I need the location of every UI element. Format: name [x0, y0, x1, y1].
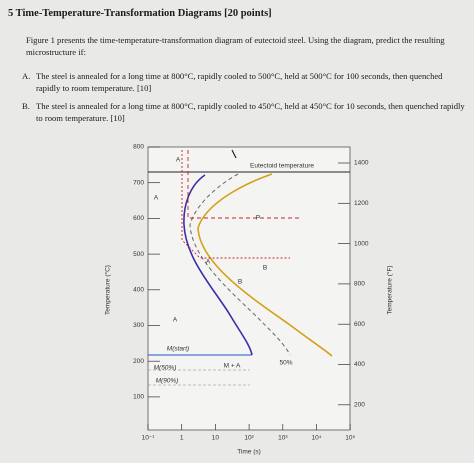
x-tick-label: 10⁻¹: [142, 435, 156, 442]
path-b: [181, 150, 290, 259]
diagram-label: A: [154, 195, 159, 202]
diagram-label: P: [256, 215, 260, 222]
left-tick-label: 500: [133, 251, 144, 258]
section-title: 5 Time-Temperature-Transformation Diagra…: [8, 8, 272, 19]
diagram-label: M(50%): [154, 365, 177, 372]
right-axis-label: Temperature (°F): [386, 265, 394, 314]
right-tick-label: 600: [354, 321, 365, 328]
left-axis-label: Temperature (°C): [104, 265, 112, 315]
left-tick-label: 600: [133, 215, 144, 222]
diagram-label: A: [206, 259, 211, 266]
x-tick-label: 10⁴: [311, 435, 321, 442]
left-tick-label: 800: [133, 144, 144, 151]
question: A. The steel is annealed for a long time…: [22, 70, 466, 94]
diagram-label: B: [263, 265, 267, 272]
left-tick-label: 100: [133, 394, 144, 401]
x-tick-label: 10³: [278, 435, 288, 442]
diagram-label: A: [176, 157, 181, 164]
diagram-label: M(90%): [156, 378, 179, 385]
diagram-label: M + A: [224, 363, 241, 370]
start-curve: [183, 174, 253, 356]
x-tick-label: 1: [180, 435, 184, 442]
x-tick-label: 10⁵: [345, 435, 355, 442]
right-tick-label: 800: [354, 281, 365, 288]
diagram-label: A: [173, 317, 178, 324]
left-tick-label: 300: [133, 322, 144, 329]
right-tick-label: 1400: [354, 160, 369, 167]
x-tick-label: 10²: [244, 435, 254, 442]
right-tick-label: 1200: [354, 200, 369, 207]
path-a: [187, 150, 300, 219]
left-tick-label: 200: [133, 358, 144, 365]
question-label: B.: [22, 101, 30, 111]
intro-text: Figure 1 presents the time-temperature-t…: [26, 35, 445, 57]
diagram-label: B: [238, 279, 242, 286]
left-tick-label: 700: [133, 179, 144, 186]
right-tick-label: 400: [354, 361, 365, 368]
left-tick-label: 400: [133, 287, 144, 294]
x-tick-label: 10: [212, 435, 220, 442]
question-text: The steel is annealed for a long time at…: [36, 71, 443, 93]
question-label: A.: [22, 71, 31, 81]
arrow: [231, 149, 237, 159]
diagram-label: 50%: [279, 360, 292, 367]
right-tick-label: 200: [354, 402, 365, 409]
question: B. The steel is annealed for a long time…: [22, 100, 466, 124]
diagram-label: M(start): [167, 346, 189, 353]
question-text: The steel is annealed for a long time at…: [36, 101, 465, 123]
plot-frame: [147, 146, 351, 431]
diagram-label: Eutectoid temperature: [250, 163, 314, 170]
x-axis-label: Time (s): [237, 449, 261, 456]
finish-curve: [197, 173, 333, 357]
fifty-percent-curve: [189, 173, 291, 356]
right-tick-label: 1000: [354, 240, 369, 247]
